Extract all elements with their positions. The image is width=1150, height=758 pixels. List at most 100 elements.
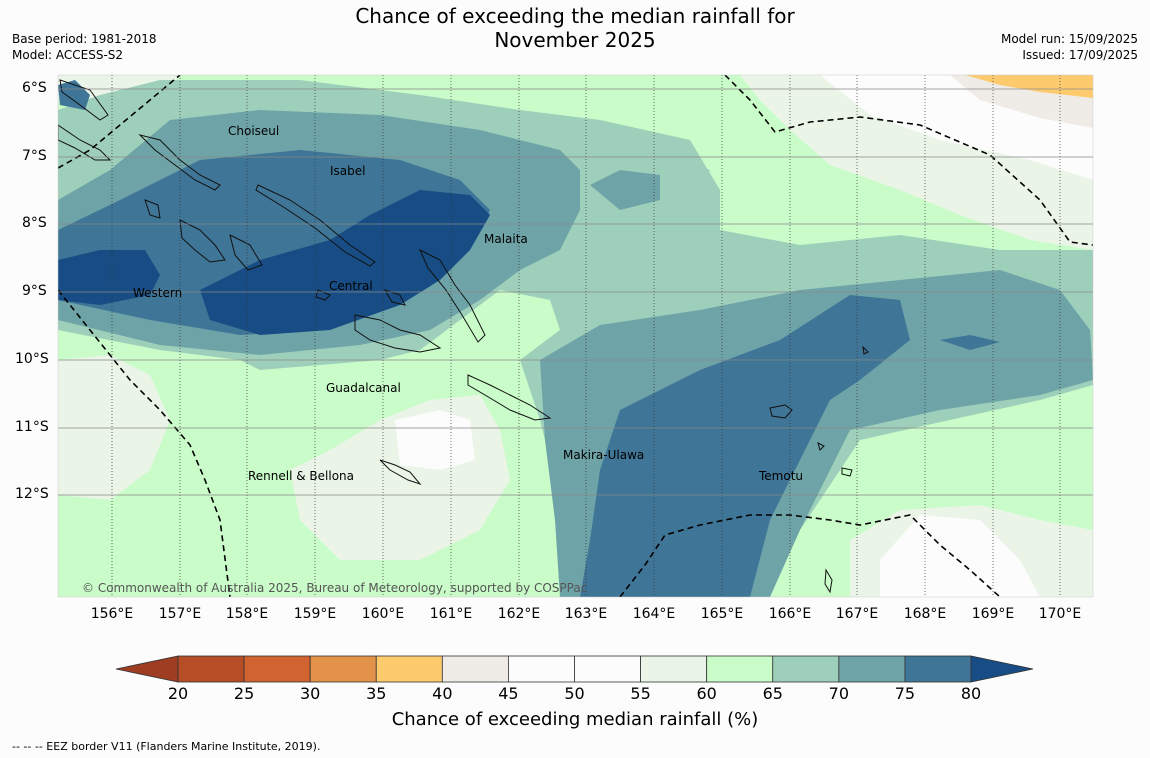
reef-islands-coast [862,345,869,355]
lon-label-163: 163°E [564,606,608,622]
lon-label-167: 167°E [835,606,879,622]
colorbar-segment-35-40 [375,655,443,683]
colorbar-tick-50: 50 [564,684,585,703]
colorbar-tick-45: 45 [498,684,519,703]
russell-island-coast [383,289,406,306]
eez-legend-note: -- -- -- EEZ border V11 (Flanders Marine… [12,740,321,753]
zone-75-80-f [940,335,1000,350]
zone-75-80-e [580,295,910,597]
colorbar-tick-60: 60 [696,684,717,703]
grid-lines [111,75,1061,597]
colorbar-tick-80: 80 [960,684,982,703]
small-island-coast [817,442,825,451]
colorbar-extend-high [970,655,1034,683]
eez-borders [58,75,1093,597]
label-central: Central [329,279,373,293]
lon-label-164: 164°E [632,606,676,622]
rainfall-probability-field: Choiseul Isabel Malaita Western Central … [58,75,1093,597]
map-title: Chance of exceeding the median rainfall … [0,4,1150,52]
colorbar-segment-50-55 [574,655,641,683]
zone-50-55-se [880,515,1040,597]
colorbar-extend-low [115,655,179,683]
florida-island-coast [315,289,331,301]
colorbar-segment-55-60 [640,655,708,683]
shortland-coast [144,199,161,219]
new-georgia-coast [179,219,226,263]
title-line-1: Chance of exceeding the median rainfall … [355,4,795,28]
lon-label-159: 159°E [293,606,337,622]
colorbar-tick-65: 65 [762,684,783,703]
lon-label-160: 160°E [361,606,405,622]
colorbar-segment-45-50 [508,655,575,683]
tikopia-coast [841,467,853,477]
coastlines [58,79,869,594]
malaita-coast [418,248,486,343]
lon-label-168: 168°E [903,606,947,622]
colorbar-tick-70: 70 [828,684,849,703]
colorbar-tick-20: 20 [167,684,189,703]
lon-label-166: 166°E [768,606,812,622]
santa-cruz-coast [769,404,793,419]
isabel-coast [255,184,376,267]
lat-label-8s: 8°S [22,215,47,231]
latitude-lines [58,88,1093,496]
colorbar-tick-30: 30 [299,684,321,703]
base-period-text: Base period: 1981-2018 [12,32,157,46]
bougainville-coast [58,124,112,161]
colorbar-segment-25-30 [243,655,311,683]
zone-over-80-central [200,190,490,335]
zone-35-40-ne [965,75,1093,98]
map-frame [57,74,1094,598]
lat-label-7s: 7°S [22,148,47,164]
colorbar-segment-20-25 [177,655,245,683]
label-malaita: Malaita [484,232,528,246]
zone-over-80-west [58,250,160,305]
lat-label-10s: 10°S [15,351,49,367]
colorbar-segment-65-70 [772,655,840,683]
lon-label-165: 165°E [700,606,744,622]
lon-label-158: 158°E [225,606,269,622]
eez-border-ne [724,75,1093,246]
colorbar-segment-40-45 [441,655,509,683]
lon-label-161: 161°E [429,606,473,622]
label-isabel: Isabel [330,164,365,178]
lat-label-12s: 12°S [15,486,49,502]
lon-label-170: 170°E [1038,606,1082,622]
colorbar-tick-75: 75 [894,684,916,703]
lat-label-11s: 11°S [15,419,49,435]
zone-50-55-s [395,410,475,470]
eez-border-sw [58,289,231,597]
colorbar-segment-75-80 [904,655,972,683]
run-info: Model run: 15/09/2025 Issued: 17/09/2025 [1001,31,1138,63]
label-guadalcanal: Guadalcanal [326,381,401,395]
eez-border-nw [58,75,181,169]
title-line-2: November 2025 [494,28,656,52]
colorbar-tick-35: 35 [366,684,387,703]
label-western: Western [133,286,182,300]
colorbar-tick-40: 40 [432,684,453,703]
zone-70-75-b [590,170,660,210]
colorbar-tick-25: 25 [233,684,255,703]
choiseul-coast [138,134,221,191]
model-info: Base period: 1981-2018 Model: ACCESS-S2 [12,31,157,63]
colorbar-tick-55: 55 [630,684,651,703]
lon-label-169: 169°E [971,606,1015,622]
label-rennell-bellona: Rennell & Bellona [248,469,354,483]
vanuatu-north-coast [824,568,833,594]
colorbar-segment-60-65 [706,655,774,683]
issued-text: Issued: 17/09/2025 [1022,48,1138,62]
lon-label-156: 156°E [90,606,134,622]
label-choiseul: Choiseul [228,124,279,138]
province-labels: Choiseul Isabel Malaita Western Central … [133,124,803,483]
model-run-text: Model run: 15/09/2025 [1000,32,1138,46]
eez-border-se [619,514,1001,597]
colorbar-segment-30-35 [309,655,377,683]
label-temotu: Temotu [758,469,803,483]
lon-label-157: 157°E [158,606,202,622]
lon-label-162: 162°E [497,606,541,622]
colorbar [115,655,1034,683]
lat-label-9s: 9°S [22,283,47,299]
label-makira-ulawa: Makira-Ulawa [563,448,644,462]
bougainville-north-coast [59,79,109,121]
